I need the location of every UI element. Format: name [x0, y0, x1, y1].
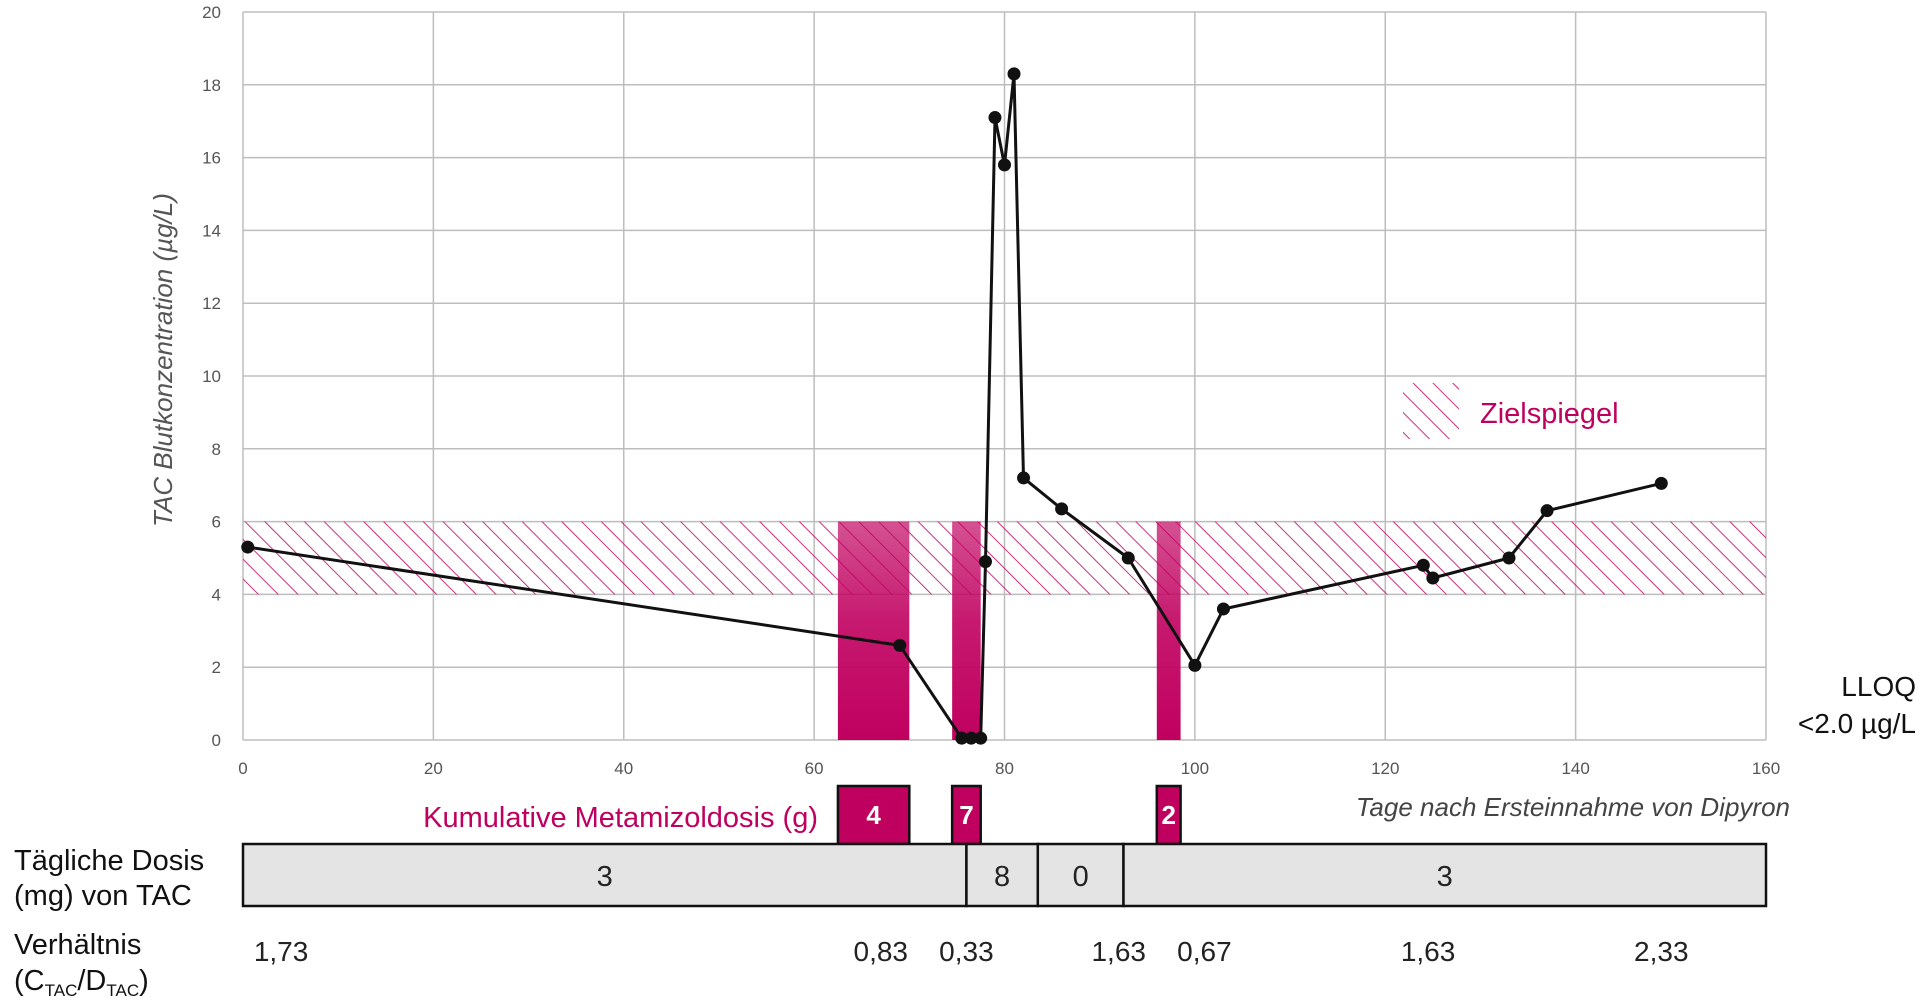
metamizol-label: Kumulative Metamizoldosis (g) — [423, 802, 818, 834]
data-point — [1216, 602, 1230, 616]
daily-dose-header-line1: Tägliche Dosis — [14, 845, 204, 877]
tac-series — [241, 67, 1668, 745]
ratio-value: 0,83 — [854, 936, 909, 967]
x-tick-label: 0 — [238, 759, 247, 778]
data-point — [1017, 471, 1031, 485]
daily-dose-value: 3 — [1437, 861, 1453, 893]
daily-dose-segment — [965, 842, 1040, 908]
ratio-header-line2: (CTAC/DTAC) — [14, 965, 149, 1000]
data-point — [1654, 476, 1668, 490]
y-tick-label: 0 — [212, 731, 221, 750]
target-range-band — [243, 521, 1766, 595]
x-tick-label: 60 — [805, 759, 824, 778]
x-tick-label: 20 — [424, 759, 443, 778]
data-point — [893, 638, 907, 652]
ratio-value: 1,63 — [1091, 936, 1146, 967]
data-point — [1121, 551, 1135, 565]
y-axis-label: TAC Blutkonzentration (µg/L) — [148, 193, 178, 527]
lloq-label-line1: LLOQ — [1841, 671, 1916, 702]
daily-dose-bar: 3 8 0 3 — [241, 842, 1768, 908]
ratio-header-line1: Verhältnis — [14, 929, 141, 961]
metamizol-dose-value: 7 — [959, 800, 973, 830]
y-tick-label: 6 — [212, 513, 221, 532]
daily-dose-value: 0 — [1073, 861, 1089, 893]
data-point — [1426, 571, 1440, 585]
ratio-value: 2,33 — [1634, 936, 1689, 967]
grid-lines — [242, 11, 1767, 741]
y-tick-label: 10 — [202, 367, 221, 386]
daily-dose-value: 8 — [994, 861, 1010, 893]
y-tick-label: 20 — [202, 3, 221, 22]
y-tick-label: 8 — [212, 440, 221, 459]
x-tick-label: 40 — [614, 759, 633, 778]
data-point — [988, 111, 1002, 125]
y-tick-label: 18 — [202, 76, 221, 95]
data-point — [241, 540, 255, 554]
ratio-value: 0,67 — [1177, 936, 1232, 967]
x-tick-label: 80 — [995, 759, 1014, 778]
ratio-value: 1,73 — [254, 936, 309, 967]
y-tick-label: 2 — [212, 658, 221, 677]
data-point — [1540, 504, 1554, 518]
daily-dose-segment — [241, 842, 968, 908]
data-point — [1007, 67, 1021, 81]
daily-dose-header-line2: (mg) von TAC — [14, 880, 192, 912]
daily-dose-value: 3 — [597, 861, 613, 893]
legend-target-label: Zielspiegel — [1480, 398, 1619, 430]
ratio-value: 0,33 — [939, 936, 994, 967]
metamizol-dose-box — [836, 784, 911, 846]
data-point — [1502, 551, 1516, 565]
ratio-values: 1,73 0,83 0,33 1,63 0,67 1,63 2,33 — [254, 936, 1689, 967]
y-tick-label: 14 — [202, 221, 221, 240]
x-axis-label: Tage nach Ersteinnahme von Dipyron — [1356, 792, 1790, 822]
x-tick-label: 140 — [1561, 759, 1589, 778]
metamizol-dose-boxes: 4 7 2 — [836, 784, 1182, 846]
data-point — [998, 158, 1011, 172]
x-tick-label: 100 — [1181, 759, 1209, 778]
metamizol-dose-value: 2 — [1161, 800, 1175, 830]
data-point — [955, 731, 969, 745]
data-point — [1188, 658, 1202, 672]
x-tick-label: 160 — [1752, 759, 1780, 778]
ratio-value: 1,63 — [1401, 936, 1456, 967]
y-tick-label: 12 — [202, 294, 221, 313]
y-tick-label: 16 — [202, 149, 221, 168]
data-point — [974, 731, 988, 745]
data-point — [964, 731, 978, 745]
y-tick-label: 4 — [212, 585, 221, 604]
x-axis-ticks: 0 20 40 60 80 100 120 140 160 — [238, 759, 1780, 778]
y-axis-ticks: 0 2 4 6 8 10 12 14 16 18 20 — [202, 3, 221, 750]
daily-dose-segment — [1122, 842, 1768, 908]
lloq-label-line2: <2.0 µg/L — [1798, 708, 1916, 739]
legend-hatch-swatch — [1403, 383, 1459, 439]
metamizol-dose-value: 4 — [866, 800, 881, 830]
data-point — [1055, 502, 1069, 516]
x-tick-label: 120 — [1371, 759, 1399, 778]
data-point — [978, 555, 992, 569]
data-point — [1416, 558, 1430, 572]
